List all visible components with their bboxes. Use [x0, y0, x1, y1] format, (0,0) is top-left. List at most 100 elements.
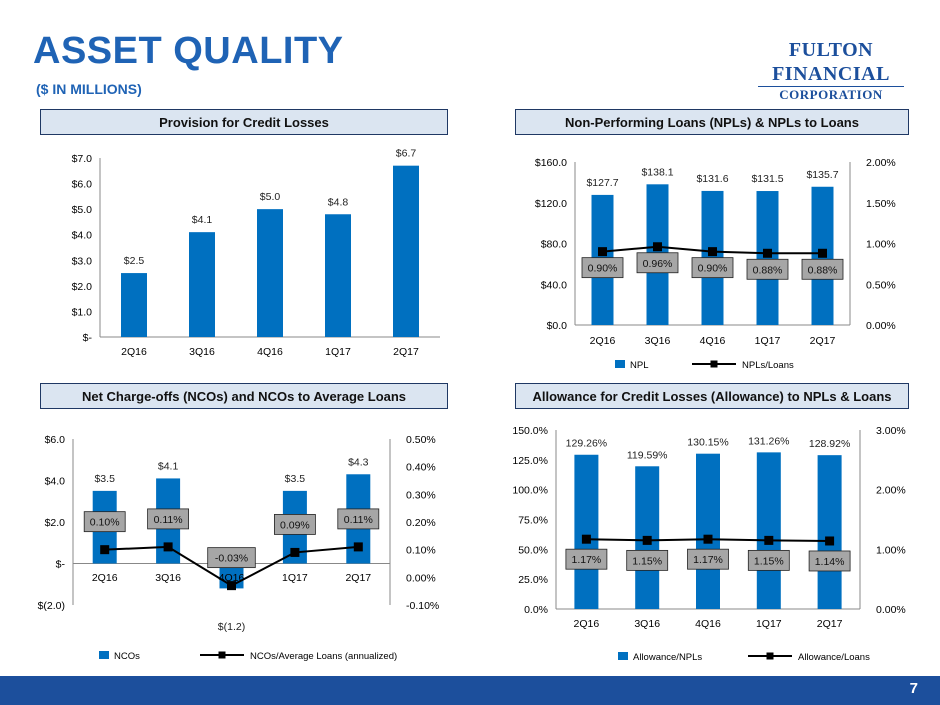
y-tick-label: $6.0	[72, 179, 93, 191]
bar	[257, 209, 283, 337]
legend-label: Allowance/Loans	[798, 652, 870, 663]
bar	[574, 454, 599, 609]
bar-data-label: $6.7	[396, 148, 417, 160]
y-tick-label: $-	[83, 332, 93, 344]
x-tick-label: 2Q16	[92, 572, 118, 584]
line-label-box	[337, 508, 380, 530]
line-label-box	[801, 258, 844, 280]
page-subtitle: ($ IN MILLIONS)	[36, 81, 142, 97]
line-label-box	[207, 547, 256, 569]
legend-label: NCOs/Average Loans (annualized)	[250, 651, 397, 662]
x-tick-label: 2Q17	[810, 335, 836, 347]
line-data-label: 0.88%	[753, 264, 783, 276]
line-marker	[598, 247, 607, 257]
logo-line-2: CORPORATION	[758, 86, 904, 102]
y-tick-label: $5.0	[72, 204, 93, 216]
line-data-label: 0.88%	[808, 264, 838, 276]
line-marker	[100, 545, 110, 555]
line-data-label: -0.03%	[215, 553, 248, 565]
y2-tick-label: 0.10%	[406, 545, 436, 557]
line-data-label: 1.17%	[572, 554, 602, 566]
y2-tick-label: 0.00%	[406, 572, 436, 584]
line-marker	[353, 542, 363, 552]
bar-data-label: 129.26%	[566, 438, 607, 450]
y2-tick-label: 0.50%	[866, 279, 896, 291]
x-tick-label: 3Q16	[645, 335, 671, 347]
line-data-label: 0.90%	[588, 263, 618, 275]
panel-header-allowance: Allowance for Credit Losses (Allowance) …	[515, 383, 909, 409]
line-label-box	[636, 252, 679, 274]
y-tick-label: $7.0	[72, 153, 93, 165]
page-number: 7	[909, 680, 918, 697]
y-tick-label: 75.0%	[518, 515, 548, 527]
x-tick-label: 4Q16	[695, 618, 721, 630]
line-marker	[708, 247, 717, 257]
y-tick-label: 25.0%	[518, 574, 548, 586]
y-tick-label: 150.0%	[512, 425, 548, 437]
y2-tick-label: 0.20%	[406, 517, 436, 529]
line-marker	[825, 536, 835, 546]
y-tick-label: $0.0	[547, 320, 568, 332]
x-tick-label: 3Q16	[155, 572, 181, 584]
bar-data-label: $131.5	[751, 173, 783, 185]
line-label-box	[746, 258, 789, 280]
legend-swatch-marker	[766, 652, 774, 660]
line-marker	[763, 248, 772, 258]
page-title: ASSET QUALITY	[33, 30, 344, 72]
bar-data-label: $3.5	[94, 473, 115, 485]
x-tick-label: 1Q17	[325, 346, 351, 358]
y-tick-label: $2.0	[45, 517, 66, 529]
bar-data-label: $4.1	[192, 214, 213, 226]
line-label-box	[565, 548, 608, 570]
y2-tick-label: 2.00%	[876, 485, 906, 497]
line-data-label: 1.15%	[632, 555, 662, 567]
y2-tick-label: 3.00%	[876, 425, 906, 437]
company-logo: FULTON FINANCIAL CORPORATION	[746, 38, 916, 102]
y-tick-label: 50.0%	[518, 544, 548, 556]
bar-data-label: 130.15%	[687, 437, 728, 449]
legend-label: Allowance/NPLs	[633, 652, 702, 663]
bar-data-label: $131.6	[696, 173, 728, 185]
line-data-label: 0.10%	[90, 517, 120, 529]
x-tick-label: 1Q17	[755, 335, 781, 347]
panel-header-provision: Provision for Credit Losses	[40, 109, 448, 135]
line-data-label: 0.11%	[154, 514, 183, 526]
panel-header-npl: Non-Performing Loans (NPLs) & NPLs to Lo…	[515, 109, 909, 135]
y2-tick-label: 1.00%	[876, 544, 906, 556]
legend-swatch-bar	[99, 651, 109, 659]
allowance-chart: 0.0% 25.0% 50.0% 75.0% 100.0% 125.0% 150.0% 0.0…	[512, 425, 906, 663]
line-label-box	[581, 257, 624, 279]
bar	[696, 453, 720, 609]
panel-header-nco: Net Charge-offs (NCOs) and NCOs to Avera…	[40, 383, 448, 409]
y2-tick-label: 2.00%	[866, 157, 896, 169]
y-tick-label: $2.0	[72, 281, 93, 293]
legend-swatch-bar	[618, 652, 628, 660]
bar-data-label: $4.8	[328, 196, 349, 208]
y-tick-label: $40.0	[541, 279, 567, 291]
bar-data-label: $4.3	[348, 456, 369, 468]
y-tick-label: $4.0	[72, 230, 93, 242]
y-tick-label: 125.0%	[512, 455, 548, 467]
bar-data-label: 119.59%	[627, 449, 668, 461]
line-data-label: 0.11%	[344, 514, 373, 526]
bar-data-label: $135.7	[806, 169, 838, 181]
y-tick-label: $-	[56, 559, 66, 571]
line-marker	[703, 534, 713, 544]
bar	[189, 232, 215, 337]
y2-tick-label: 1.50%	[866, 198, 896, 210]
provision-chart: $- $1.0 $2.0 $3.0 $4.0 $5.0 $6.0 $7.0 $2.5 $4.1 $5…	[72, 148, 440, 358]
x-tick-label: 3Q16	[189, 346, 215, 358]
x-tick-label: 2Q17	[345, 572, 371, 584]
line-data-label: 1.15%	[754, 555, 784, 567]
line-label-box	[83, 511, 126, 533]
x-tick-label: 2Q17	[817, 618, 843, 630]
bar-data-label: $138.1	[641, 166, 673, 178]
bar-data-label: $(1.2)	[218, 621, 245, 633]
line-label-box	[273, 514, 316, 535]
bar	[393, 165, 419, 337]
line-label-box	[626, 549, 669, 571]
line-marker	[642, 535, 652, 545]
y2-tick-label: 0.00%	[866, 320, 896, 332]
y-tick-label: 0.0%	[524, 604, 548, 616]
x-tick-label: 2Q16	[590, 335, 616, 347]
